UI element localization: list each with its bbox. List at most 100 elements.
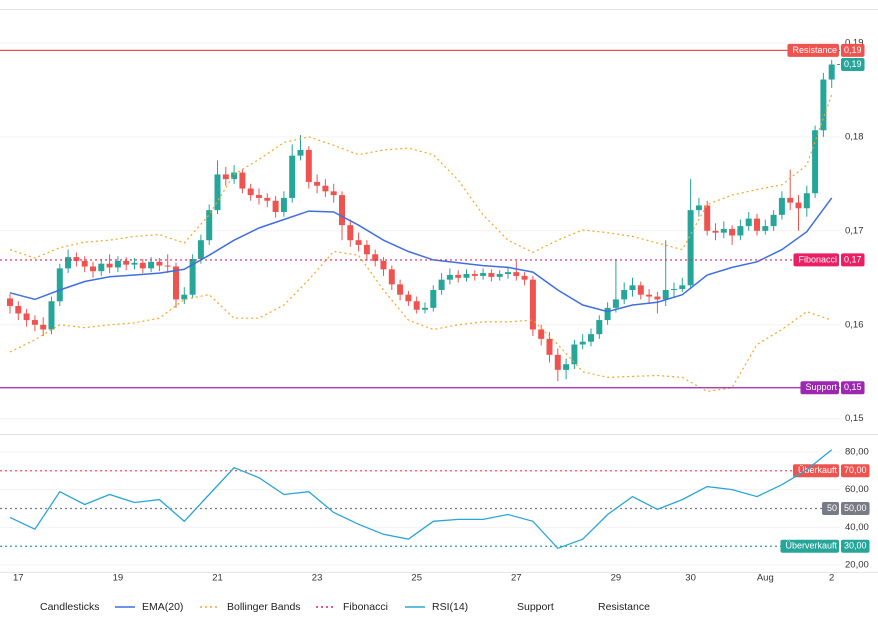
legend-label: EMA(20): [142, 601, 183, 613]
level-value-label: 0,19: [844, 45, 862, 55]
candle-body: [529, 279, 536, 330]
candle-body: [455, 274, 462, 278]
level-name-box: [780, 539, 839, 553]
candle-body: [488, 273, 495, 277]
legend-label: RSI(14): [432, 601, 468, 613]
candle-body: [770, 214, 777, 227]
y-tick-label: 0,19: [845, 37, 864, 48]
legend-label: Bollinger Bands: [227, 601, 301, 613]
candle-body: [604, 307, 611, 321]
x-tick-label: 30: [685, 573, 696, 584]
candle-body: [280, 197, 287, 213]
candle-body: [363, 244, 370, 255]
candle-body: [612, 299, 619, 308]
candle-body: [189, 258, 196, 295]
candle-body: [322, 185, 329, 192]
candle-body: [305, 150, 312, 182]
candle-body: [173, 266, 179, 300]
rsi-line: [9, 449, 833, 550]
candle-body: [114, 260, 121, 268]
level-name-label: Überverkauft: [785, 541, 837, 551]
candle-body: [314, 181, 321, 186]
level-value-box: [841, 539, 870, 553]
candle-body: [596, 320, 603, 335]
level-value-box: [841, 501, 870, 515]
candle-body: [438, 279, 445, 290]
candle-body: [712, 230, 719, 233]
y-tick-label: 0,17: [845, 225, 864, 236]
candle-body: [446, 274, 453, 280]
candle-body: [762, 226, 769, 231]
candle-body: [546, 338, 553, 355]
x-tick-label: Aug: [757, 573, 774, 584]
level-value-box: [841, 43, 865, 57]
candle-body: [496, 274, 503, 277]
candle-body: [745, 218, 752, 227]
candle-body: [197, 240, 204, 259]
level-value-box: [841, 253, 865, 267]
candle-body: [264, 197, 271, 201]
candle-body: [621, 290, 628, 300]
candle-body: [222, 174, 229, 180]
level-name-box: [800, 381, 839, 395]
candle-body: [405, 294, 412, 302]
candle-body: [15, 305, 22, 314]
candle-body: [704, 205, 711, 231]
candle-body: [139, 262, 146, 269]
candle-body: [123, 260, 130, 265]
candle-body: [380, 260, 387, 270]
level-tag: 0,19: [841, 57, 865, 71]
level-tag: 0,19 Resistance: [787, 43, 865, 57]
level-name-label: Support: [805, 382, 837, 392]
candle-body: [646, 294, 653, 297]
y-tick-label: 20,00: [845, 560, 869, 571]
candle-body: [413, 301, 420, 310]
candle-body: [687, 210, 694, 286]
candle-body: [629, 285, 636, 290]
level-value-label: 70,00: [844, 465, 867, 475]
y-tick-label: 80,00: [845, 446, 869, 457]
level-value-label: 30,00: [844, 541, 867, 551]
candle-body: [795, 202, 802, 209]
candle-body: [471, 274, 478, 276]
candle-body: [754, 218, 760, 231]
level-name-label: 50: [827, 503, 837, 513]
level-value-label: 50,00: [844, 503, 867, 513]
level-tag: 30,00 Überverkauft: [780, 539, 870, 553]
candle-body: [505, 272, 511, 275]
candle-body: [289, 155, 296, 198]
y-tick-label: 60,00: [845, 484, 869, 495]
y-tick-label: 0,16: [845, 319, 864, 330]
level-name-label: Fibonacci: [798, 254, 837, 264]
candle-body: [679, 285, 686, 290]
level-name-label: Überkauft: [798, 465, 838, 475]
candle-body: [247, 188, 254, 196]
candle-body: [695, 205, 702, 211]
candle-body: [579, 341, 586, 345]
legend-label: Support: [517, 601, 554, 613]
candle-body: [372, 254, 379, 261]
level-value-label: 0,17: [844, 254, 862, 264]
level-name-box: [787, 43, 839, 57]
candle-body: [156, 261, 163, 266]
candle-body: [181, 294, 188, 300]
x-tick-label: 2: [829, 573, 834, 584]
candle-body: [637, 285, 644, 295]
level-name-box: [821, 501, 839, 515]
candle-body: [513, 272, 520, 276]
candle-body: [106, 263, 113, 268]
legend-label: Resistance: [598, 601, 650, 613]
candle-body: [81, 260, 88, 267]
level-tag: 50,00 50: [821, 501, 870, 515]
candle-body: [538, 329, 545, 339]
candle-body: [131, 262, 138, 265]
candle-body: [422, 307, 428, 310]
x-tick-label: 23: [312, 573, 323, 584]
candle-body: [214, 174, 221, 211]
candle-body: [48, 301, 55, 330]
candle-body: [297, 150, 304, 156]
bollinger-band: [9, 94, 833, 259]
